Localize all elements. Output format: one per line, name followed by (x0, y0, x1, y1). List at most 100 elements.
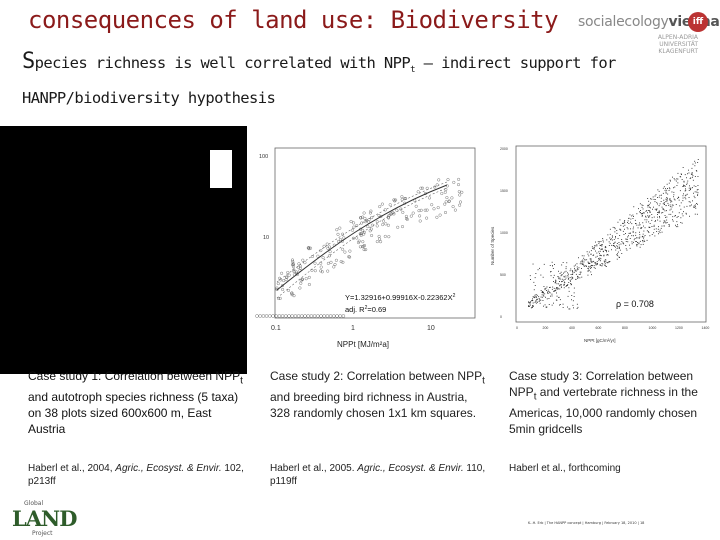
case3-point (553, 287, 555, 289)
case3-point (689, 201, 691, 203)
case2-point (291, 263, 295, 267)
case3-point (627, 220, 629, 222)
case3-point (613, 242, 615, 244)
case3-point (559, 281, 560, 282)
case3-point (624, 228, 625, 230)
case3-point (665, 191, 667, 193)
case3-point (601, 248, 603, 250)
case3-point (609, 237, 611, 239)
case3-point (629, 232, 631, 234)
case3-point (556, 292, 557, 294)
case3-point (616, 254, 618, 256)
case3-point (635, 241, 637, 242)
case3-point (672, 211, 674, 213)
case3-point (534, 296, 536, 298)
case3-point (609, 233, 611, 235)
case3-point (541, 294, 543, 296)
case3-point (637, 242, 638, 243)
logo-uni-2: UNIVERSITÄT (659, 41, 698, 48)
case2-point (351, 236, 355, 240)
case2-point (359, 233, 363, 237)
case3-point (612, 236, 613, 238)
case3-point (616, 245, 618, 247)
case3-point (561, 280, 563, 282)
case2-point (303, 314, 307, 318)
case3-point (600, 248, 602, 250)
case3-point (538, 298, 540, 299)
case3-point (556, 299, 558, 301)
case2-point (303, 261, 307, 265)
case3-rho: ρ = 0.708 (616, 299, 654, 309)
case2-point (336, 239, 340, 243)
case2-points (255, 177, 464, 318)
case3-point (639, 236, 641, 238)
case3-point (619, 219, 621, 221)
case3-point (556, 287, 558, 288)
case3-point (691, 174, 693, 175)
case3-point (541, 296, 543, 298)
case3-point (599, 241, 600, 243)
case3-point (667, 188, 668, 189)
case3-point (650, 198, 651, 200)
case3-point (666, 200, 668, 202)
case2-point (292, 268, 296, 272)
case3-point (572, 300, 574, 302)
case3-point (656, 209, 658, 210)
case3-point (562, 303, 564, 305)
case3-point (548, 298, 550, 299)
case3-point (675, 180, 677, 182)
case3-point (662, 187, 664, 189)
case2-point (277, 296, 281, 300)
case3-point (541, 291, 543, 293)
case3-point (627, 241, 629, 243)
case3-point (544, 289, 546, 291)
case2-point (401, 210, 405, 214)
case3-point (625, 245, 627, 246)
case3-point (692, 176, 693, 178)
case3-point (695, 170, 697, 171)
case3-point (688, 190, 690, 191)
case3-point (545, 296, 546, 298)
case3-point (602, 241, 604, 243)
case2-point (383, 234, 387, 238)
case2-point (375, 240, 379, 244)
case3-point (590, 250, 592, 252)
case3-point (559, 285, 560, 287)
case3-point (540, 274, 542, 276)
case3-point (597, 263, 598, 264)
case2-point (438, 213, 442, 217)
case3-point (572, 271, 574, 273)
case3-point (590, 271, 592, 273)
case3-point (571, 283, 572, 285)
case2-point (341, 247, 345, 251)
case2-point (363, 216, 367, 220)
case3-point (612, 226, 614, 228)
case3-point (609, 261, 611, 262)
case3-point (611, 239, 613, 241)
case3-point (690, 188, 691, 190)
case2-point (370, 216, 374, 220)
case3-point (550, 295, 551, 297)
case3-point (615, 246, 616, 248)
case3-point (528, 306, 530, 307)
case2-point (369, 209, 373, 213)
case3-point (534, 301, 536, 303)
case3-point (680, 202, 682, 204)
case3-point (639, 203, 641, 205)
case2-point (400, 198, 404, 202)
case3-point (683, 185, 684, 187)
case3-point (603, 251, 604, 253)
case3-point (677, 216, 679, 217)
case2-point (298, 286, 302, 290)
case3-point (659, 194, 661, 196)
case3-point (663, 202, 665, 203)
case2-point (282, 279, 286, 283)
subtitle-line1: pecies richness is well correlated with … (34, 54, 411, 72)
case3-point (580, 271, 582, 273)
case3-point (666, 210, 667, 212)
case3-point (628, 223, 630, 224)
case3-point (689, 189, 691, 191)
case3-point (618, 246, 620, 248)
case3-point (662, 212, 664, 213)
case3-points (528, 159, 699, 310)
